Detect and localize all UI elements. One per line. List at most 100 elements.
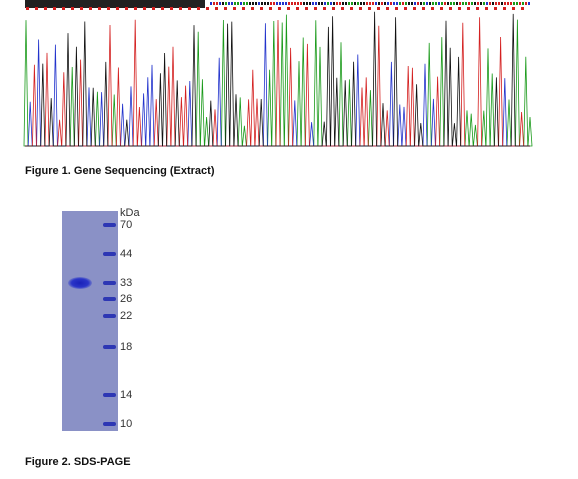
amino-letter [422,7,425,10]
base-letter [495,2,497,5]
base-letter [411,2,413,5]
base-letter [390,2,392,5]
base-letter [333,2,335,5]
base-letter [471,2,473,5]
base-letter [435,2,437,5]
amino-letter [332,7,335,10]
base-letter [468,2,470,5]
amino-letter [80,7,83,10]
base-letter [261,2,263,5]
amino-letter [170,7,173,10]
base-letter [345,2,347,5]
base-letter [399,2,401,5]
amino-letter [413,7,416,10]
base-letter [369,2,371,5]
amino-letter [197,7,200,10]
base-letter [426,2,428,5]
marker-band [103,345,116,349]
marker-band [103,314,116,318]
base-letter [507,2,509,5]
amino-letter [134,7,137,10]
amino-letter [296,7,299,10]
base-letter [279,2,281,5]
trace [23,14,533,147]
base-letter [420,2,422,5]
amino-letter [341,7,344,10]
base-letter [366,2,368,5]
amino-letter [278,7,281,10]
base-letter [486,2,488,5]
base-letter [417,2,419,5]
base-letter [522,2,524,5]
base-letter [375,2,377,5]
amino-letter [503,7,506,10]
base-letter [240,2,242,5]
base-letter [528,2,530,5]
base-letter [378,2,380,5]
amino-letter [125,7,128,10]
base-letter [318,2,320,5]
base-letter [297,2,299,5]
base-letter [351,2,353,5]
base-letter [447,2,449,5]
amino-letter [521,7,524,10]
base-letter [246,2,248,5]
base-letter [483,2,485,5]
amino-letter [458,7,461,10]
base-letter [291,2,293,5]
base-letter [213,2,215,5]
sequencing-trace [23,0,533,147]
amino-letter [143,7,146,10]
base-letter [372,2,374,5]
amino-letter [26,7,29,10]
amino-letter [386,7,389,10]
amino-letter [152,7,155,10]
base-letter [273,2,275,5]
amino-letter [359,7,362,10]
amino-letter [260,7,263,10]
base-letter [288,2,290,5]
base-letter [513,2,515,5]
amino-letter [314,7,317,10]
base-letter [489,2,491,5]
amino-letter [476,7,479,10]
base-letter [276,2,278,5]
amino-letter [242,7,245,10]
amino-letter [467,7,470,10]
amino-letter [224,7,227,10]
base-letter [384,2,386,5]
marker-label: 33 [120,277,132,289]
base-letter [444,2,446,5]
gel [62,211,118,431]
base-letter [423,2,425,5]
unit-label: kDa [120,207,140,219]
base-letter [264,2,266,5]
marker-band [103,297,116,301]
base-letter [474,2,476,5]
protein-band [68,277,92,289]
marker-band [103,393,116,397]
base-letter [456,2,458,5]
base-letter [459,2,461,5]
amino-letter [188,7,191,10]
amino-letter [404,7,407,10]
amino-letter [395,7,398,10]
base-letter [360,2,362,5]
base-letter [414,2,416,5]
base-letter [303,2,305,5]
trace [25,11,530,147]
marker-label: 10 [120,418,132,430]
gel-image: kDa 70 44 33 26 22 18 14 10 [62,207,140,431]
base-letter [222,2,224,5]
base-letter [387,2,389,5]
base-letter [498,2,500,5]
base-letter [300,2,302,5]
base-letter [453,2,455,5]
base-letter [321,2,323,5]
amino-letter [35,7,38,10]
base-letter [324,2,326,5]
amino-letter [233,7,236,10]
base-letter [306,2,308,5]
figure-caption: Figure 1. Gene Sequencing (Extract) [25,165,215,177]
